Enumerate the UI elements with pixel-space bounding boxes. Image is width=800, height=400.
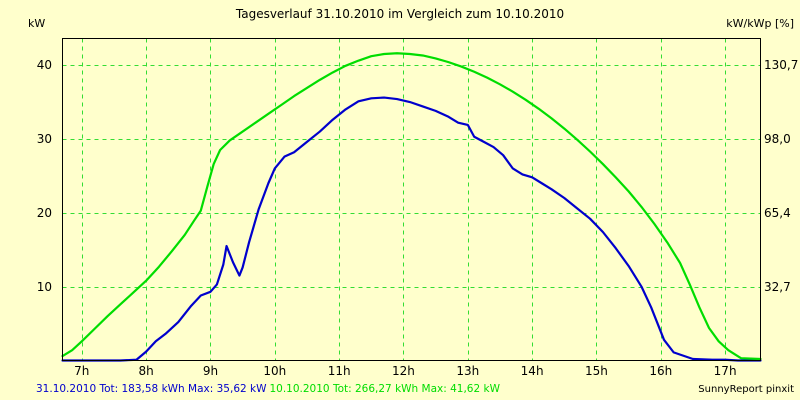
x-axis-tick-label: 9h [202, 364, 219, 378]
x-axis-tick-label: 10h [263, 364, 287, 378]
x-axis-tick-label: 13h [456, 364, 480, 378]
y-axis-left-unit-label: kW [28, 17, 46, 30]
y-axis-right-tick-label: 98,0 [764, 131, 791, 146]
chart-legend: 31.10.2010 Tot: 183,58 kWh Max: 35,62 kW… [36, 383, 500, 395]
x-axis-tick-label: 8h [138, 364, 154, 378]
data-line-series-2 [61, 52, 762, 361]
y-axis-right-tick-label: 65,4 [764, 205, 791, 220]
data-line-series-1 [61, 96, 762, 362]
data-series-layer [61, 52, 762, 362]
y-axis-left-tick-label: 40 [36, 58, 52, 73]
x-axis-tick-label: 15h [585, 364, 608, 378]
y-axis-left-tick-label: 20 [36, 205, 52, 220]
chart-title: Tagesverlauf 31.10.2010 im Vergleich zum… [235, 7, 565, 21]
legend-item-series2: 10.10.2010 Tot: 266,27 kWh Max: 41,62 kW [269, 383, 500, 395]
legend-item-series1: 31.10.2010 Tot: 183,58 kWh Max: 35,62 kW [36, 383, 267, 395]
y-axis-right-unit-label: kW/kWp [%] [726, 17, 794, 30]
x-axis-tick-label: 11h [327, 364, 351, 378]
y-axis-left-tick-label: 10 [36, 279, 52, 294]
y-axis-left-tick-label: 30 [36, 131, 52, 146]
gridlines [62, 38, 761, 361]
x-axis-tick-label: 17h [713, 364, 737, 378]
watermark-label: SunnyReport pinxit [698, 384, 794, 395]
x-axis-tick-label: 16h [649, 364, 673, 378]
x-axis-tick-label: 7h [74, 364, 90, 378]
x-axis-tick-label: 12h [392, 364, 415, 378]
y-axis-right-tick-label: 32,7 [764, 279, 791, 294]
plot-frame [62, 38, 761, 361]
x-axis-tick-label: 14h [520, 364, 544, 378]
y-axis-right-tick-label: 130,7 [764, 57, 799, 72]
